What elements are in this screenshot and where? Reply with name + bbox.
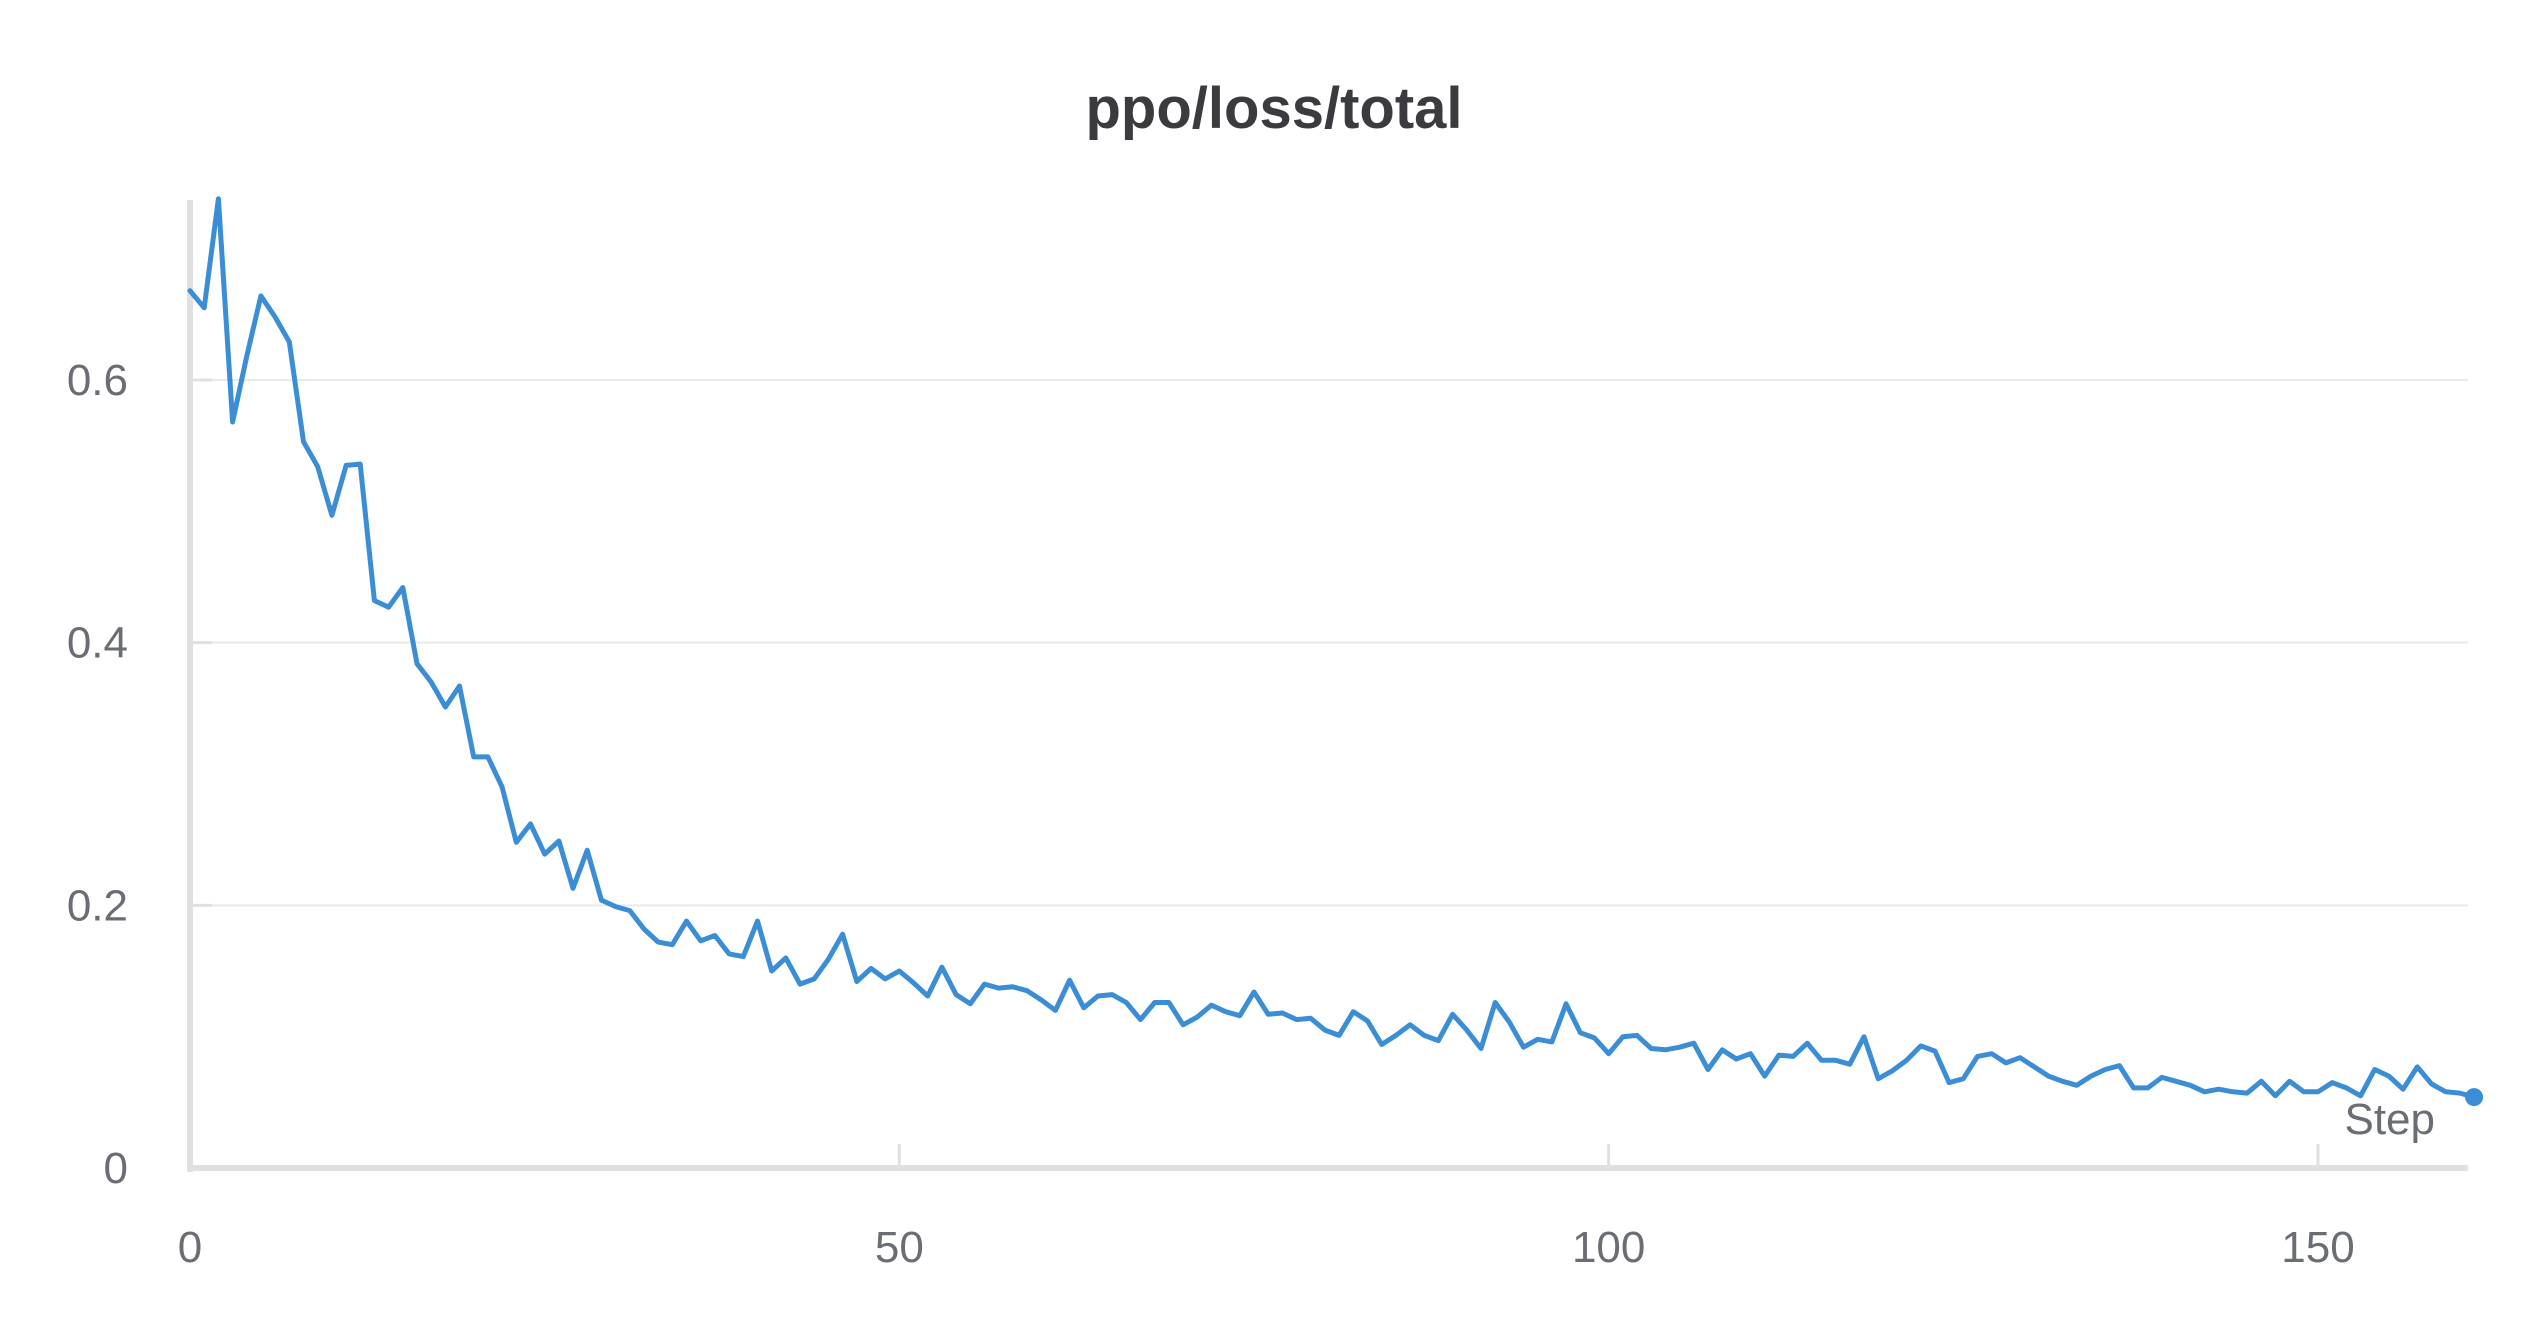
x-tick-label: 150: [2281, 1223, 2354, 1272]
y-tick-label: 0.6: [67, 356, 128, 405]
y-tick-label: 0: [104, 1144, 128, 1193]
axes: [187, 200, 2468, 1172]
y-tick-label: 0.2: [67, 881, 128, 930]
x-tick-label: 0: [178, 1223, 202, 1272]
y-tick-label: 0.4: [67, 619, 128, 668]
tick-labels: 0 0.2 0.4 0.6 0 50 100 150: [67, 356, 2355, 1272]
gridlines: [190, 379, 2468, 907]
series-endpoint-marker: [2465, 1088, 2484, 1107]
x-tick-label: 100: [1572, 1223, 1645, 1272]
x-tick-label: 50: [875, 1223, 924, 1272]
series-line: [187, 196, 2477, 1100]
x-axis-label: Step: [2344, 1095, 2435, 1144]
series-layer: [187, 196, 2484, 1107]
chart-title: ppo/loss/total: [1086, 76, 1463, 141]
